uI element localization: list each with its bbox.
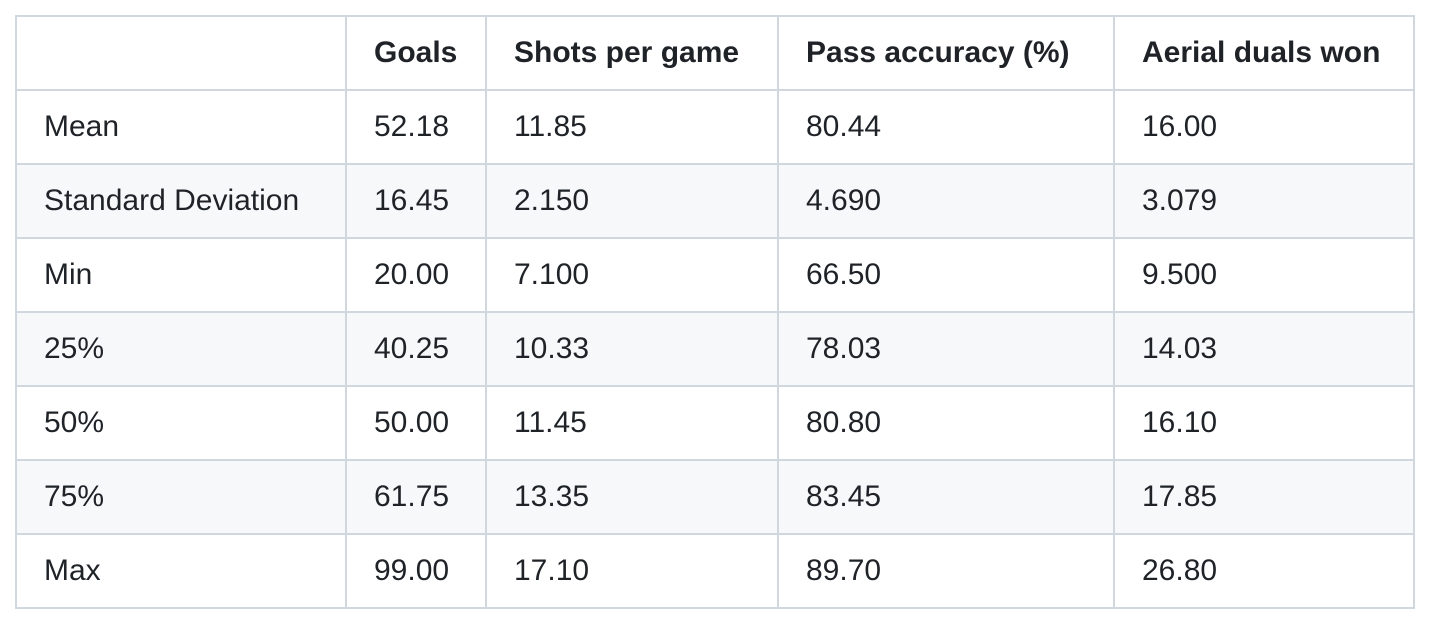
table-row: Min 20.00 7.100 66.50 9.500 — [15, 237, 1415, 313]
table-cell: 16.00 — [1113, 89, 1415, 165]
table-cell: 16.45 — [345, 163, 487, 239]
row-label: 75% — [15, 459, 347, 535]
row-label: Standard Deviation — [15, 163, 347, 239]
summary-statistics-table: Goals Shots per game Pass accuracy (%) A… — [15, 15, 1415, 609]
table-cell: 11.85 — [485, 89, 779, 165]
table-cell: 61.75 — [345, 459, 487, 535]
table-cell: 20.00 — [345, 237, 487, 313]
table-cell: 26.80 — [1113, 533, 1415, 609]
table-cell: 17.85 — [1113, 459, 1415, 535]
table-cell: 99.00 — [345, 533, 487, 609]
table-cell: 13.35 — [485, 459, 779, 535]
stats-table-container: Goals Shots per game Pass accuracy (%) A… — [15, 15, 1415, 609]
header-cell-pass-accuracy: Pass accuracy (%) — [777, 15, 1115, 91]
header-cell-goals: Goals — [345, 15, 487, 91]
table-cell: 2.150 — [485, 163, 779, 239]
header-cell-shots-per-game: Shots per game — [485, 15, 779, 91]
table-cell: 3.079 — [1113, 163, 1415, 239]
table-cell: 80.80 — [777, 385, 1115, 461]
row-label: 50% — [15, 385, 347, 461]
table-cell: 89.70 — [777, 533, 1115, 609]
row-label: Max — [15, 533, 347, 609]
row-label: 25% — [15, 311, 347, 387]
table-row: 75% 61.75 13.35 83.45 17.85 — [15, 459, 1415, 535]
table-cell: 14.03 — [1113, 311, 1415, 387]
table-cell: 10.33 — [485, 311, 779, 387]
row-label: Mean — [15, 89, 347, 165]
header-cell-aerial-duals-won: Aerial duals won — [1113, 15, 1415, 91]
table-cell: 50.00 — [345, 385, 487, 461]
table-cell: 17.10 — [485, 533, 779, 609]
row-label: Min — [15, 237, 347, 313]
table-cell: 7.100 — [485, 237, 779, 313]
table-row: Mean 52.18 11.85 80.44 16.00 — [15, 89, 1415, 165]
table-cell: 80.44 — [777, 89, 1115, 165]
header-cell-row-label — [15, 15, 347, 91]
table-cell: 52.18 — [345, 89, 487, 165]
table-cell: 16.10 — [1113, 385, 1415, 461]
table-row: Standard Deviation 16.45 2.150 4.690 3.0… — [15, 163, 1415, 239]
table-cell: 83.45 — [777, 459, 1115, 535]
table-cell: 40.25 — [345, 311, 487, 387]
table-row: Max 99.00 17.10 89.70 26.80 — [15, 533, 1415, 609]
table-cell: 9.500 — [1113, 237, 1415, 313]
table-cell: 66.50 — [777, 237, 1115, 313]
table-header-row: Goals Shots per game Pass accuracy (%) A… — [15, 15, 1415, 91]
table-cell: 11.45 — [485, 385, 779, 461]
table-row: 25% 40.25 10.33 78.03 14.03 — [15, 311, 1415, 387]
table-cell: 4.690 — [777, 163, 1115, 239]
table-row: 50% 50.00 11.45 80.80 16.10 — [15, 385, 1415, 461]
table-cell: 78.03 — [777, 311, 1115, 387]
